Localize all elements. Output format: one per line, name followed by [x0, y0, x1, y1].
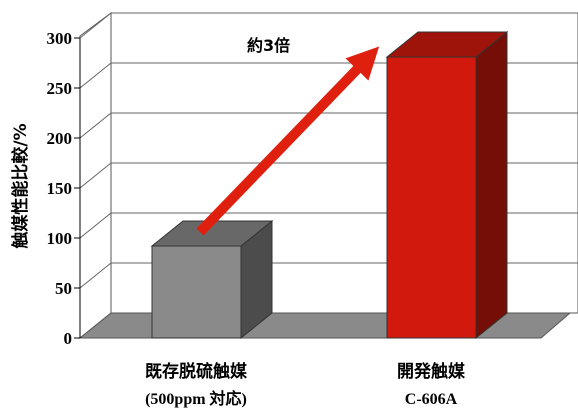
y-tick-label: 50	[55, 279, 72, 298]
y-tick-label: 0	[64, 329, 73, 348]
bar-front	[151, 245, 242, 339]
bar-1	[385, 30, 509, 340]
y-tick-label: 100	[47, 229, 73, 248]
category-sublabel-1: C-606A	[405, 391, 458, 408]
gridline	[79, 12, 578, 39]
category-label-0: 既存脱硫触媒	[145, 361, 248, 382]
bars	[150, 30, 509, 340]
y-axis-label: 触媒性能比較/%	[10, 123, 31, 249]
bar-0	[150, 219, 274, 340]
category-label-1: 開発触媒	[397, 361, 466, 382]
y-tick-label: 200	[47, 129, 73, 148]
y-axis-ticks: 0 50 100 150 200 250 300	[47, 29, 81, 348]
bar-front	[386, 56, 477, 339]
annotation-label: 約3倍	[247, 36, 290, 55]
y-tick-label: 250	[47, 79, 73, 98]
y-tick-label: 150	[47, 179, 73, 198]
bar-side	[475, 30, 508, 340]
growth-arrow	[196, 46, 380, 236]
category-sublabel-0: (500ppm 対応)	[145, 389, 247, 408]
y-tick-label: 300	[47, 29, 73, 48]
